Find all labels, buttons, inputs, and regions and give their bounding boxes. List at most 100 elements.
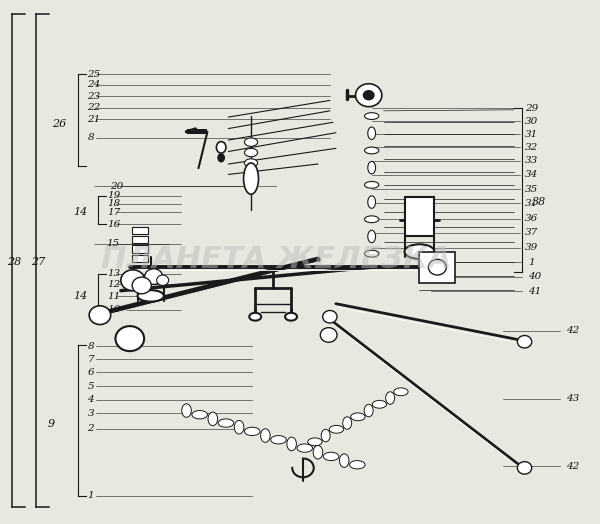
Ellipse shape xyxy=(244,427,260,435)
Text: 20: 20 xyxy=(110,182,124,191)
Ellipse shape xyxy=(217,141,226,153)
Ellipse shape xyxy=(218,419,234,427)
Ellipse shape xyxy=(351,413,365,421)
Text: 2: 2 xyxy=(88,424,94,433)
Text: 1: 1 xyxy=(528,257,535,267)
Bar xyxy=(131,226,148,234)
Text: 12: 12 xyxy=(107,280,121,289)
Text: 7: 7 xyxy=(88,355,94,364)
Text: 6: 6 xyxy=(88,368,94,377)
Text: 21: 21 xyxy=(88,115,101,124)
Text: 42: 42 xyxy=(566,462,579,471)
Ellipse shape xyxy=(244,159,257,167)
Ellipse shape xyxy=(249,313,261,321)
Ellipse shape xyxy=(372,400,386,408)
Ellipse shape xyxy=(313,445,323,459)
Circle shape xyxy=(356,84,382,107)
Circle shape xyxy=(323,311,337,323)
Text: 11: 11 xyxy=(107,292,121,301)
Text: 35: 35 xyxy=(525,184,538,193)
Ellipse shape xyxy=(321,429,330,442)
Ellipse shape xyxy=(350,461,365,469)
Text: 19: 19 xyxy=(107,191,121,200)
Bar xyxy=(187,128,194,134)
Text: 34: 34 xyxy=(525,170,538,179)
Circle shape xyxy=(517,335,532,348)
Bar xyxy=(419,252,455,283)
Text: 30: 30 xyxy=(525,117,538,126)
Ellipse shape xyxy=(368,230,376,243)
Ellipse shape xyxy=(137,290,164,302)
Ellipse shape xyxy=(365,250,379,257)
Bar xyxy=(404,197,434,236)
Ellipse shape xyxy=(365,113,379,119)
Bar xyxy=(194,129,207,134)
Ellipse shape xyxy=(343,417,352,429)
Text: 3: 3 xyxy=(88,409,94,418)
Text: 43: 43 xyxy=(566,394,579,403)
Circle shape xyxy=(89,306,110,324)
Text: 33: 33 xyxy=(525,156,538,166)
Ellipse shape xyxy=(368,196,376,209)
Circle shape xyxy=(363,90,374,101)
Text: 16: 16 xyxy=(107,220,121,229)
Text: 29: 29 xyxy=(525,104,538,113)
Ellipse shape xyxy=(365,147,379,154)
Ellipse shape xyxy=(368,127,376,139)
Text: 27: 27 xyxy=(31,257,46,267)
Circle shape xyxy=(320,328,337,342)
Text: 5: 5 xyxy=(88,381,94,390)
Ellipse shape xyxy=(182,404,191,417)
Text: 32: 32 xyxy=(525,143,538,152)
Bar xyxy=(131,245,148,253)
Ellipse shape xyxy=(244,148,257,157)
Text: 13: 13 xyxy=(107,269,121,278)
Text: 28: 28 xyxy=(7,257,22,267)
Text: 22: 22 xyxy=(88,103,101,112)
Text: ПЛАНЕТА ЖЕЛЕЗКА: ПЛАНЕТА ЖЕЛЕЗКА xyxy=(101,245,451,274)
Text: 37: 37 xyxy=(525,228,538,237)
Ellipse shape xyxy=(404,244,434,259)
Text: 41: 41 xyxy=(528,287,541,296)
Ellipse shape xyxy=(365,181,379,188)
Ellipse shape xyxy=(208,412,218,425)
Circle shape xyxy=(157,275,169,286)
Ellipse shape xyxy=(192,410,208,419)
Text: 18: 18 xyxy=(107,199,121,208)
Circle shape xyxy=(145,269,163,285)
Ellipse shape xyxy=(340,454,349,467)
Ellipse shape xyxy=(244,180,257,188)
Ellipse shape xyxy=(244,163,259,194)
Text: 17: 17 xyxy=(107,208,121,217)
Ellipse shape xyxy=(260,429,270,442)
Text: 10: 10 xyxy=(107,305,121,314)
Ellipse shape xyxy=(386,392,395,405)
Text: 9: 9 xyxy=(48,419,55,429)
Ellipse shape xyxy=(364,405,373,417)
Text: 14: 14 xyxy=(73,208,88,217)
Text: 15: 15 xyxy=(106,239,119,248)
Text: 39: 39 xyxy=(525,244,538,253)
Text: 31: 31 xyxy=(525,199,538,208)
Bar xyxy=(131,236,148,243)
Ellipse shape xyxy=(244,138,257,146)
Ellipse shape xyxy=(297,444,313,452)
Ellipse shape xyxy=(244,169,257,178)
Text: 38: 38 xyxy=(532,197,546,207)
Ellipse shape xyxy=(271,435,286,444)
Ellipse shape xyxy=(235,420,244,434)
Text: 14: 14 xyxy=(73,291,88,301)
Text: 40: 40 xyxy=(528,272,541,281)
Text: 42: 42 xyxy=(566,326,579,335)
Ellipse shape xyxy=(368,161,376,174)
Text: 8: 8 xyxy=(88,134,94,143)
Text: 24: 24 xyxy=(88,80,101,89)
Text: 26: 26 xyxy=(52,119,66,129)
Ellipse shape xyxy=(285,313,297,321)
Text: 23: 23 xyxy=(88,92,101,101)
Ellipse shape xyxy=(308,438,322,446)
Text: 4: 4 xyxy=(88,395,94,404)
Text: 1: 1 xyxy=(88,491,94,500)
Text: 36: 36 xyxy=(525,214,538,223)
Ellipse shape xyxy=(217,153,225,162)
